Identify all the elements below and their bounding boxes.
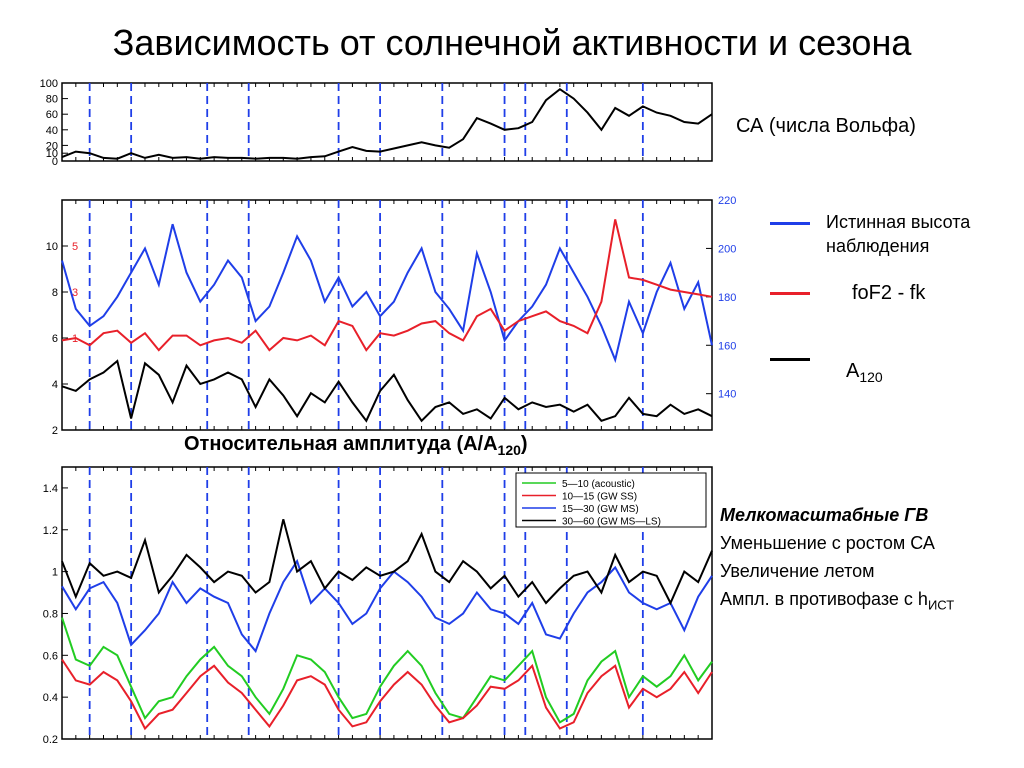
- middle-caption: Относительная амплитуда (A/A120): [184, 433, 528, 458]
- legend-entry: 5—10 (acoustic): [562, 479, 635, 490]
- y2-tick-label: 220: [718, 195, 736, 207]
- legend-red-line: [770, 292, 810, 295]
- series-red-line: [61, 658, 713, 731]
- y-tick-label: 100: [40, 78, 58, 90]
- series-blue-line: [61, 558, 713, 654]
- y-tick-label: 2: [52, 425, 58, 437]
- y-tick-label: 40: [46, 125, 58, 137]
- y-tick-label: 6: [52, 333, 58, 345]
- y-tick-label: 0.6: [43, 650, 58, 662]
- series-black-line: [61, 359, 713, 423]
- y-tick-label: 0.2: [43, 734, 58, 746]
- y-tick-label: 20: [46, 140, 58, 152]
- panel-1-frame: [61, 82, 713, 162]
- note-1: Уменьшение с ростом СА: [720, 533, 935, 553]
- y-tick-label: 60: [46, 109, 58, 121]
- y-tick-label: 4: [52, 379, 58, 391]
- sa-label: СА (числа Вольфа): [736, 115, 916, 137]
- y-tick-label: 0.4: [43, 692, 58, 704]
- y-tick-label: 0: [52, 156, 58, 168]
- y2-tick-label: 180: [718, 292, 736, 304]
- series-black-line: [61, 519, 713, 606]
- y-tick-label: 1: [52, 567, 58, 579]
- inner-red-label: 5: [72, 241, 78, 253]
- y-tick-label: 1.2: [43, 525, 58, 537]
- notes-title: Мелкомасштабные ГВ: [720, 505, 929, 525]
- legend-entry: 30—60 (GW MS—LS): [562, 517, 661, 528]
- note-2: Увеличение летом: [720, 561, 875, 581]
- series-blue-line: [61, 223, 713, 364]
- legend-entry: 10—15 (GW SS): [562, 492, 637, 503]
- legend-box: [515, 472, 707, 528]
- series-red-line: [61, 219, 713, 352]
- legend-fof2-label: foF2 - fk: [852, 282, 926, 304]
- inner-red-label: 3: [72, 287, 78, 299]
- series-green-line: [61, 617, 713, 724]
- legend-blue-line: [770, 222, 810, 225]
- y-tick-label: 1.4: [43, 483, 58, 495]
- y2-tick-label: 160: [718, 340, 736, 352]
- note-3: Ампл. в противофазе с hИСТ: [720, 589, 955, 613]
- y-tick-label: 8: [52, 287, 58, 299]
- panel-2-frame: [61, 199, 713, 431]
- legend-height-label: Истинная высота наблюдения: [826, 212, 971, 256]
- legend-black-line: [770, 358, 810, 361]
- y-tick-label: 10: [46, 148, 58, 160]
- y2-tick-label: 200: [718, 243, 736, 255]
- y2-tick-label: 140: [718, 389, 736, 401]
- legend-a-label: A120: [846, 360, 883, 385]
- y-tick-label: 10: [46, 241, 58, 253]
- y-tick-label: 0.8: [43, 608, 58, 620]
- panel-3-frame: [61, 466, 713, 740]
- y-tick-label: 80: [46, 94, 58, 106]
- legend-entry: 15—30 (GW MS): [562, 504, 639, 515]
- page-title: Зависимость от солнечной активности и се…: [112, 22, 912, 63]
- series-black-line: [61, 87, 713, 160]
